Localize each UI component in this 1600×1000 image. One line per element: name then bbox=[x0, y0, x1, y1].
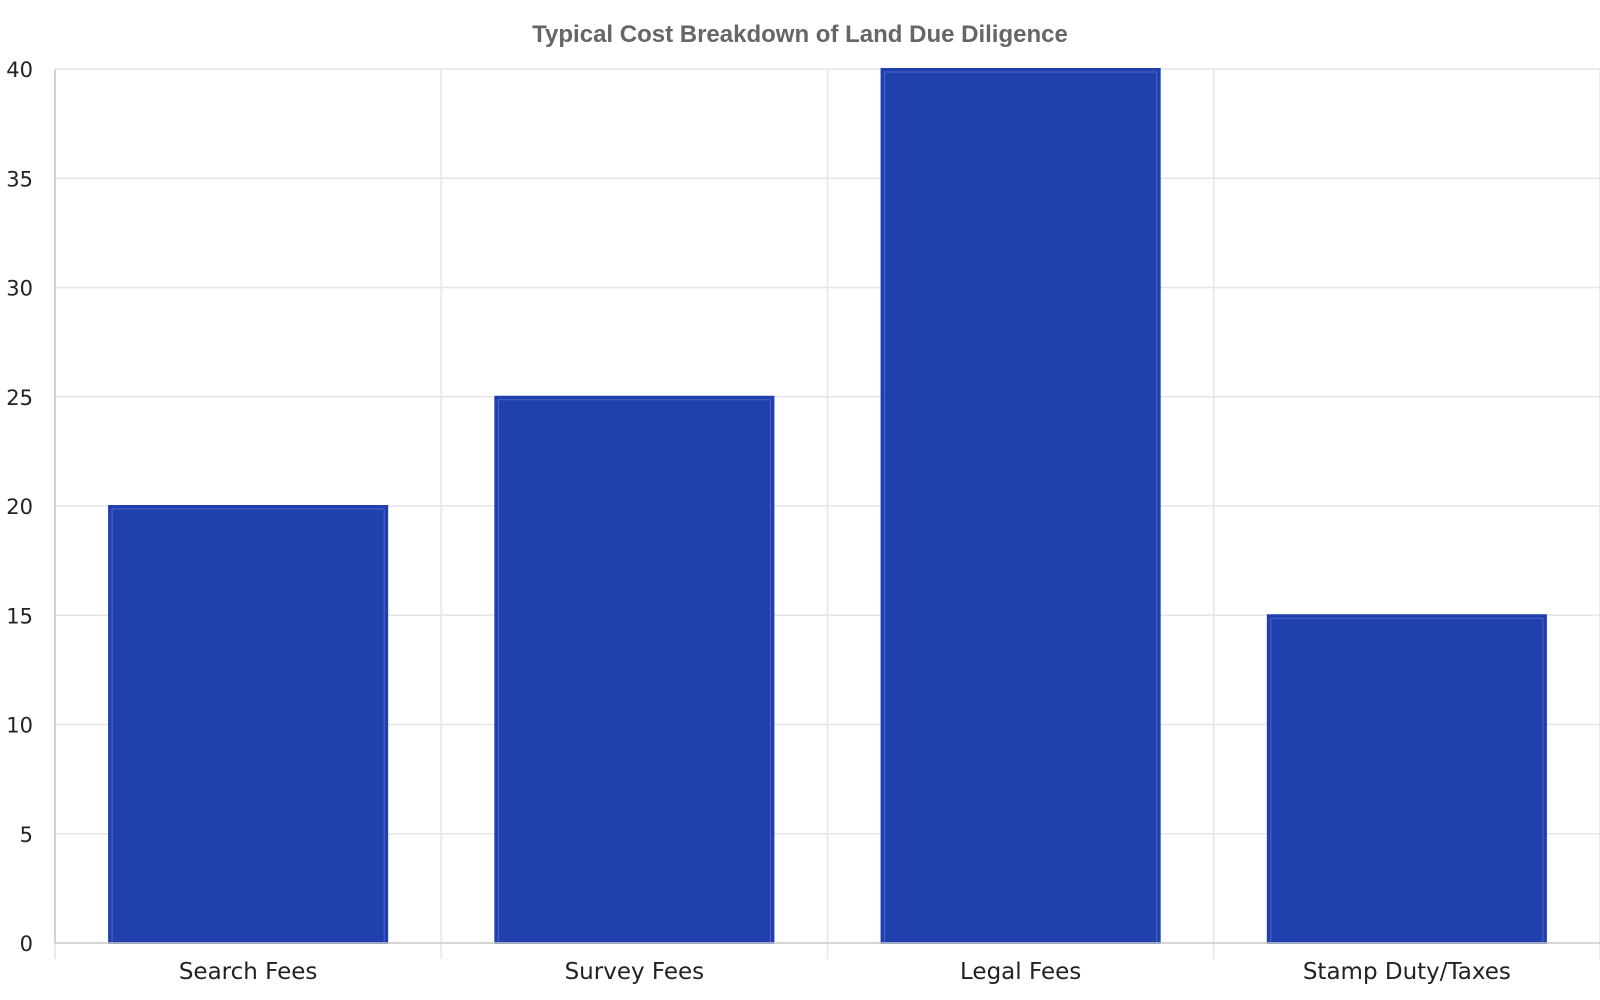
bars-layer bbox=[108, 68, 1547, 944]
y-tick-label: 0 bbox=[20, 932, 33, 956]
y-tick-label: 40 bbox=[6, 58, 33, 82]
x-tick-label: Legal Fees bbox=[960, 959, 1081, 985]
y-tick-label: 20 bbox=[6, 495, 33, 519]
bar bbox=[880, 68, 1161, 944]
bar bbox=[494, 395, 775, 944]
y-tick-label: 5 bbox=[20, 823, 33, 847]
axis-layer bbox=[54, 69, 1600, 944]
bar bbox=[1266, 614, 1547, 944]
labels-layer: 0 5 10 15 20 25 30 35 40 Search Fees Survey Fees Le… bbox=[6, 58, 1511, 985]
y-tick-label: 30 bbox=[6, 277, 33, 301]
y-tick-label: 35 bbox=[6, 167, 33, 191]
chart-title: Typical Cost Breakdown of Land Due Dilig… bbox=[532, 21, 1068, 48]
bar bbox=[108, 505, 389, 944]
x-tick-label: Search Fees bbox=[179, 959, 318, 985]
x-tick-label: Survey Fees bbox=[565, 959, 705, 985]
y-tick-label: 15 bbox=[6, 604, 33, 628]
y-tick-label: 10 bbox=[6, 714, 33, 738]
x-tick-label: Stamp Duty/Taxes bbox=[1303, 959, 1511, 985]
y-tick-label: 25 bbox=[6, 386, 33, 410]
